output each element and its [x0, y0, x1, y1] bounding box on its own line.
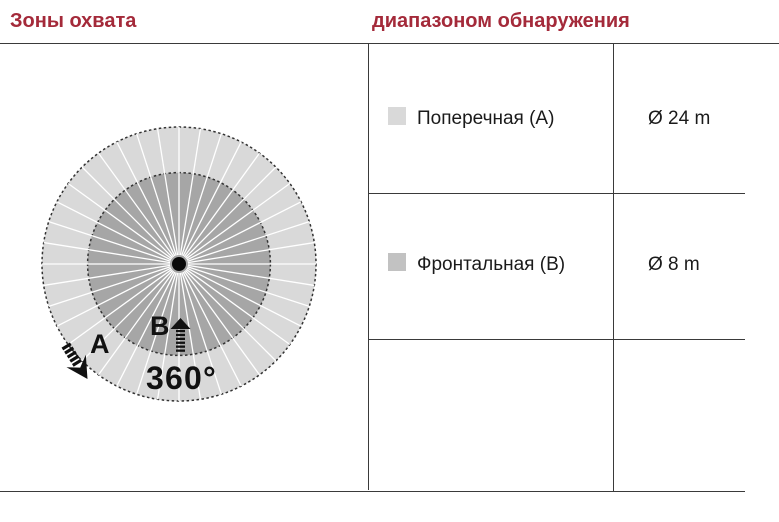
svg-text:360°: 360°	[146, 360, 217, 396]
svg-text:B: B	[150, 311, 170, 341]
svg-text:A: A	[90, 329, 110, 359]
